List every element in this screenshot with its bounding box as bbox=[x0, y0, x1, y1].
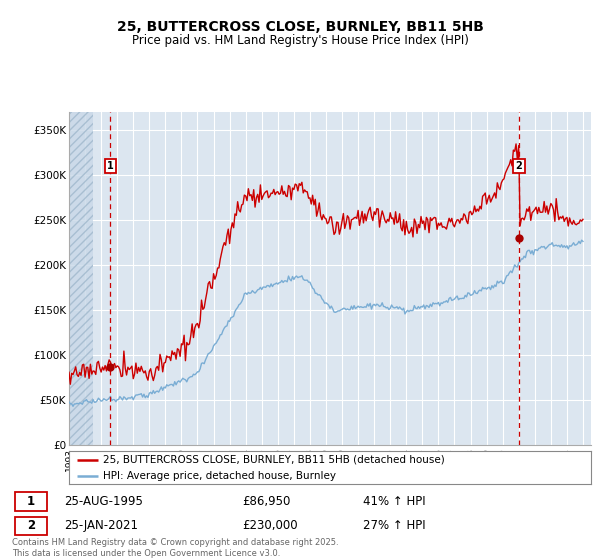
Text: Price paid vs. HM Land Registry's House Price Index (HPI): Price paid vs. HM Land Registry's House … bbox=[131, 34, 469, 46]
FancyBboxPatch shape bbox=[15, 492, 47, 511]
Text: 1: 1 bbox=[107, 161, 114, 171]
Text: 2: 2 bbox=[515, 161, 522, 171]
Text: 2: 2 bbox=[27, 520, 35, 533]
Text: 27% ↑ HPI: 27% ↑ HPI bbox=[364, 520, 426, 533]
Text: Contains HM Land Registry data © Crown copyright and database right 2025.
This d: Contains HM Land Registry data © Crown c… bbox=[12, 538, 338, 558]
Text: 1: 1 bbox=[27, 495, 35, 508]
Text: £230,000: £230,000 bbox=[242, 520, 298, 533]
Text: £86,950: £86,950 bbox=[242, 495, 291, 508]
FancyBboxPatch shape bbox=[15, 516, 47, 535]
Text: 25, BUTTERCROSS CLOSE, BURNLEY, BB11 5HB: 25, BUTTERCROSS CLOSE, BURNLEY, BB11 5HB bbox=[116, 20, 484, 34]
Text: 25-AUG-1995: 25-AUG-1995 bbox=[64, 495, 143, 508]
Text: HPI: Average price, detached house, Burnley: HPI: Average price, detached house, Burn… bbox=[103, 471, 336, 481]
Text: 41% ↑ HPI: 41% ↑ HPI bbox=[364, 495, 426, 508]
Text: 25-JAN-2021: 25-JAN-2021 bbox=[64, 520, 138, 533]
Text: 25, BUTTERCROSS CLOSE, BURNLEY, BB11 5HB (detached house): 25, BUTTERCROSS CLOSE, BURNLEY, BB11 5HB… bbox=[103, 455, 445, 465]
